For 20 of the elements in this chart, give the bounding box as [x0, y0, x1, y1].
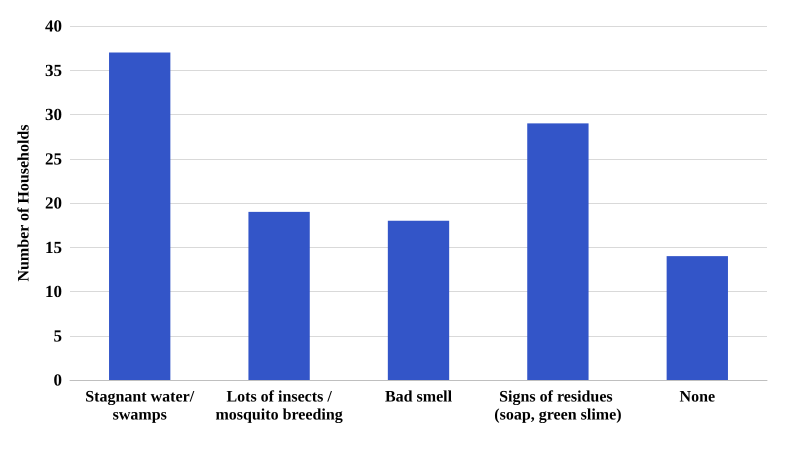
bar	[666, 256, 728, 380]
y-tick-label: 15	[45, 238, 62, 257]
x-tick-label: None	[680, 388, 716, 406]
bar	[388, 220, 450, 380]
y-tick-label: 5	[54, 326, 62, 346]
y-tick-label: 40	[45, 16, 62, 36]
y-tick-label: 0	[54, 370, 62, 390]
y-tick-label: 35	[45, 60, 62, 80]
y-tick-label: 30	[45, 105, 62, 124]
bar	[248, 212, 310, 380]
y-axis-title: Number of Households	[16, 124, 32, 282]
y-tick-label: 25	[45, 149, 62, 168]
bar	[109, 52, 170, 380]
bar	[527, 123, 589, 380]
y-tick-label: 20	[45, 194, 62, 212]
y-tick-label: 10	[45, 282, 62, 301]
x-tick-label: Stagnant water/swamps	[85, 388, 195, 424]
x-tick-label: Signs of residues (soap, green slime)	[494, 388, 622, 424]
x-tick-label: Bad smell	[384, 388, 453, 406]
x-tick-label: Lots of insects /mosquito breeding	[215, 388, 343, 424]
